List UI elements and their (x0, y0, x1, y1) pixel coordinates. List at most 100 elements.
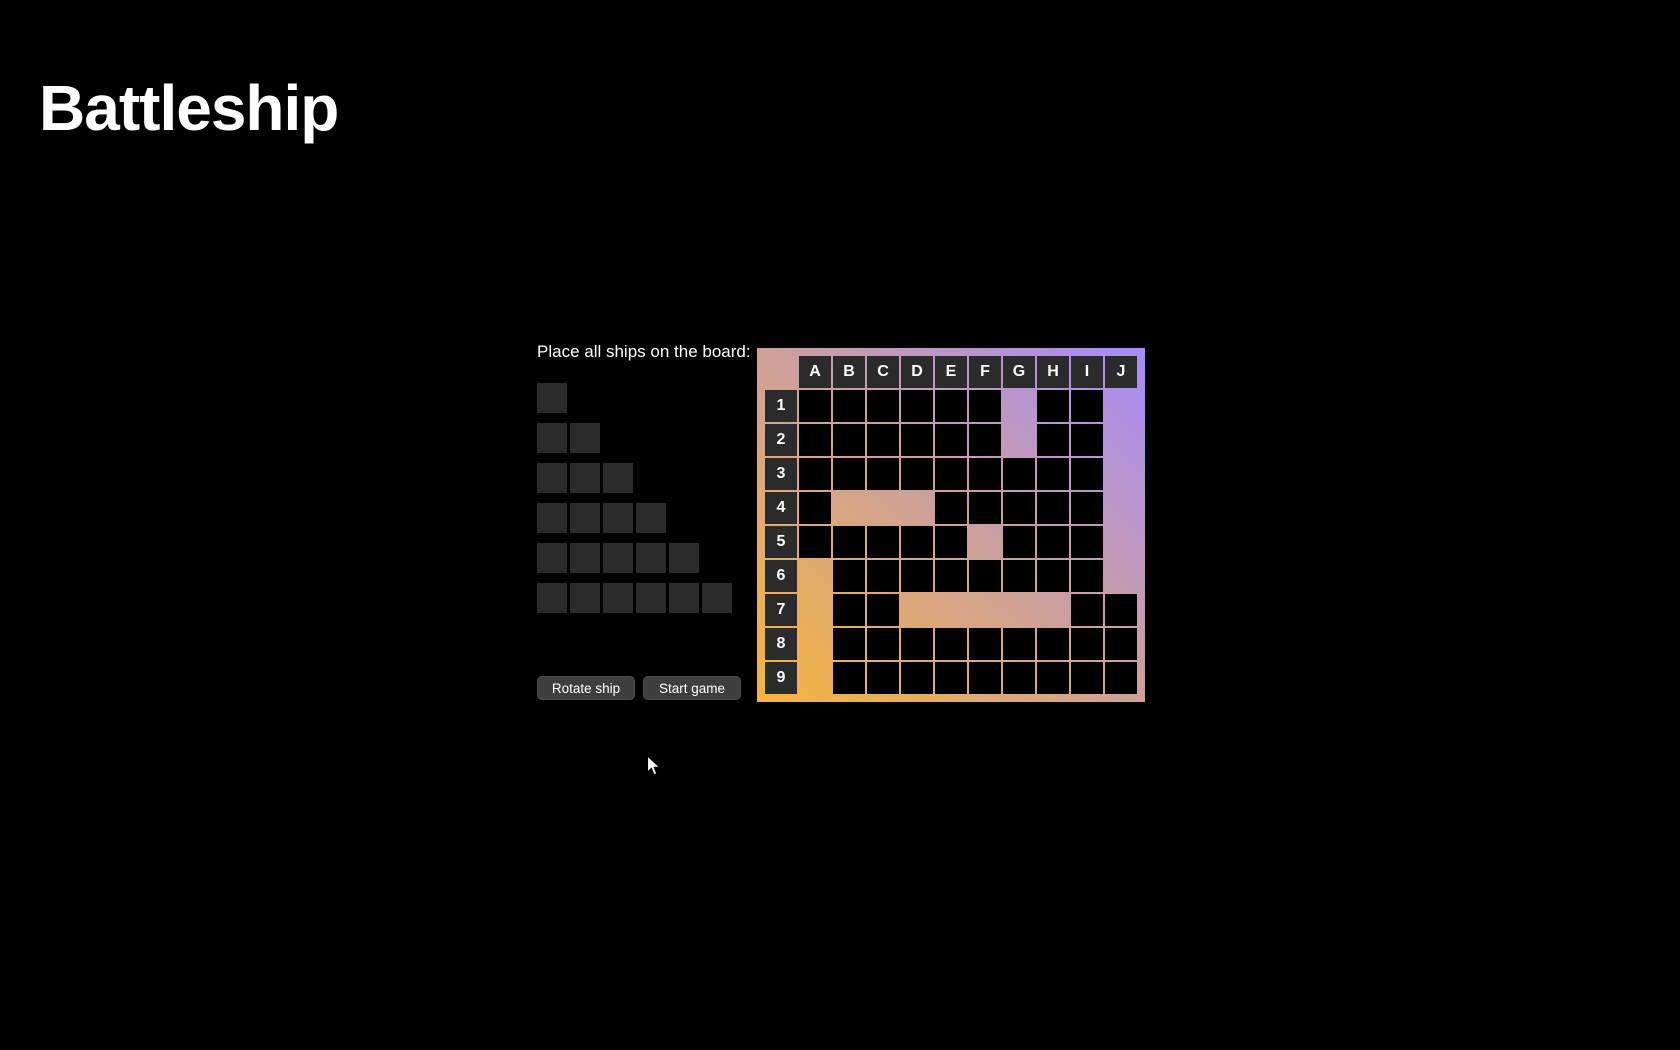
board-cell-C2[interactable] (867, 424, 899, 456)
board-cell-J6-ship[interactable] (1105, 560, 1137, 592)
board-cell-D5[interactable] (901, 526, 933, 558)
board-cell-I6[interactable] (1071, 560, 1103, 592)
board-cell-C8[interactable] (867, 628, 899, 660)
tray-ship-cell (570, 423, 600, 453)
board-cell-E6[interactable] (935, 560, 967, 592)
board-cell-F1[interactable] (969, 390, 1001, 422)
board-cell-G3[interactable] (1003, 458, 1035, 490)
board-cell-D6[interactable] (901, 560, 933, 592)
tray-ship-2[interactable] (537, 423, 749, 453)
board-cell-E1[interactable] (935, 390, 967, 422)
board-cell-I3[interactable] (1071, 458, 1103, 490)
board-cell-C7[interactable] (867, 594, 899, 626)
board-cell-E4[interactable] (935, 492, 967, 524)
board-cell-F7-ship[interactable] (969, 594, 1001, 626)
board-cell-C1[interactable] (867, 390, 899, 422)
board-cell-I7[interactable] (1071, 594, 1103, 626)
board-cell-G8[interactable] (1003, 628, 1035, 660)
board-cell-G7-ship[interactable] (1003, 594, 1035, 626)
board-cell-A8-ship[interactable] (799, 628, 831, 660)
board-cell-D2[interactable] (901, 424, 933, 456)
board-cell-D7-ship[interactable] (901, 594, 933, 626)
board-cell-H6[interactable] (1037, 560, 1069, 592)
board-cell-F9[interactable] (969, 662, 1001, 694)
board-cell-J4-ship[interactable] (1105, 492, 1137, 524)
board-cell-D3[interactable] (901, 458, 933, 490)
tray-ship-1[interactable] (537, 383, 749, 413)
board-cell-F4[interactable] (969, 492, 1001, 524)
board-cell-D4-ship[interactable] (901, 492, 933, 524)
board-cell-E3[interactable] (935, 458, 967, 490)
board-cell-G1-ship[interactable] (1003, 390, 1035, 422)
board-cell-B4-ship[interactable] (833, 492, 865, 524)
board-cell-J9[interactable] (1105, 662, 1137, 694)
board-cell-G5[interactable] (1003, 526, 1035, 558)
board-cell-F3[interactable] (969, 458, 1001, 490)
board-cell-H8[interactable] (1037, 628, 1069, 660)
board-cell-J8[interactable] (1105, 628, 1137, 660)
board-cell-I8[interactable] (1071, 628, 1103, 660)
board-cell-J2-ship[interactable] (1105, 424, 1137, 456)
board-cell-B5[interactable] (833, 526, 865, 558)
board-cell-J3-ship[interactable] (1105, 458, 1137, 490)
board-cell-I4[interactable] (1071, 492, 1103, 524)
board-cell-I5[interactable] (1071, 526, 1103, 558)
board-cell-H1[interactable] (1037, 390, 1069, 422)
board-cell-B8[interactable] (833, 628, 865, 660)
board-cell-A1[interactable] (799, 390, 831, 422)
board-cell-A4[interactable] (799, 492, 831, 524)
rotate-ship-button[interactable]: Rotate ship (537, 676, 635, 700)
board-cell-I1[interactable] (1071, 390, 1103, 422)
board-cell-C6[interactable] (867, 560, 899, 592)
board-cell-F5-ship[interactable] (969, 526, 1001, 558)
board-cell-F6[interactable] (969, 560, 1001, 592)
board-cell-E9[interactable] (935, 662, 967, 694)
board-cell-A3[interactable] (799, 458, 831, 490)
board-cell-B9[interactable] (833, 662, 865, 694)
board-cell-J1-ship[interactable] (1105, 390, 1137, 422)
board-cell-H3[interactable] (1037, 458, 1069, 490)
tray-ship-5[interactable] (537, 543, 749, 573)
board-cell-B1[interactable] (833, 390, 865, 422)
board-cell-A2[interactable] (799, 424, 831, 456)
tray-ship-3[interactable] (537, 463, 749, 493)
board-cell-G2-ship[interactable] (1003, 424, 1035, 456)
board-cell-D1[interactable] (901, 390, 933, 422)
board-cell-D9[interactable] (901, 662, 933, 694)
board-cell-B7[interactable] (833, 594, 865, 626)
row-label-2: 2 (765, 424, 797, 456)
board-cell-E7-ship[interactable] (935, 594, 967, 626)
board-cell-H7-ship[interactable] (1037, 594, 1069, 626)
board-cell-I2[interactable] (1071, 424, 1103, 456)
board-cell-I9[interactable] (1071, 662, 1103, 694)
board-cell-B6[interactable] (833, 560, 865, 592)
board-cell-B2[interactable] (833, 424, 865, 456)
board-cell-H2[interactable] (1037, 424, 1069, 456)
board-cell-A9-ship[interactable] (799, 662, 831, 694)
board-cell-E2[interactable] (935, 424, 967, 456)
board-cell-J5-ship[interactable] (1105, 526, 1137, 558)
board-cell-C3[interactable] (867, 458, 899, 490)
tray-ship-6[interactable] (537, 583, 749, 613)
board-cell-F2[interactable] (969, 424, 1001, 456)
tray-ship-4[interactable] (537, 503, 749, 533)
board-cell-G4[interactable] (1003, 492, 1035, 524)
board-cell-A5[interactable] (799, 526, 831, 558)
board-cell-B3[interactable] (833, 458, 865, 490)
board-cell-C5[interactable] (867, 526, 899, 558)
board-cell-A6-ship[interactable] (799, 560, 831, 592)
start-game-button[interactable]: Start game (643, 676, 741, 700)
board-cell-D8[interactable] (901, 628, 933, 660)
board-cell-E5[interactable] (935, 526, 967, 558)
board-cell-H9[interactable] (1037, 662, 1069, 694)
board-cell-A7-ship[interactable] (799, 594, 831, 626)
board-cell-C9[interactable] (867, 662, 899, 694)
board-cell-J7[interactable] (1105, 594, 1137, 626)
board-cell-G6[interactable] (1003, 560, 1035, 592)
board-cell-E8[interactable] (935, 628, 967, 660)
board-cell-C4-ship[interactable] (867, 492, 899, 524)
board-cell-G9[interactable] (1003, 662, 1035, 694)
board-cell-H5[interactable] (1037, 526, 1069, 558)
board-cell-F8[interactable] (969, 628, 1001, 660)
board-cell-H4[interactable] (1037, 492, 1069, 524)
